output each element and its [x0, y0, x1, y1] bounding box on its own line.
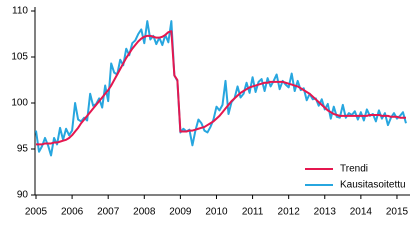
y-tick-label: 110	[12, 6, 28, 17]
x-tick-label: 2008	[133, 207, 156, 218]
x-tick-label: 2015	[386, 207, 409, 218]
y-tick-label: 105	[11, 52, 28, 63]
x-tick-label: 2005	[25, 207, 48, 218]
legend-label: Kausitasoitettu	[340, 180, 406, 191]
legend-label: Trendi	[340, 164, 368, 175]
x-tick-label: 2014	[350, 207, 373, 218]
y-tick-label: 90	[17, 190, 29, 201]
x-tick-label: 2012	[278, 207, 301, 218]
series-line	[35, 20, 407, 157]
x-tick-label: 2009	[169, 207, 192, 218]
x-tick-label: 2010	[205, 207, 228, 218]
x-tick-label: 2013	[314, 207, 337, 218]
series-line	[36, 30, 406, 146]
y-tick-label: 95	[17, 144, 29, 155]
x-tick-label: 2011	[242, 207, 264, 218]
y-tick-label: 100	[11, 98, 28, 109]
chart: 90 95 100 105 110 2005 2006 2007 2008 2009 2010 201…	[11, 6, 410, 218]
x-tick-label: 2007	[97, 207, 120, 218]
x-tick-label: 2006	[61, 207, 84, 218]
